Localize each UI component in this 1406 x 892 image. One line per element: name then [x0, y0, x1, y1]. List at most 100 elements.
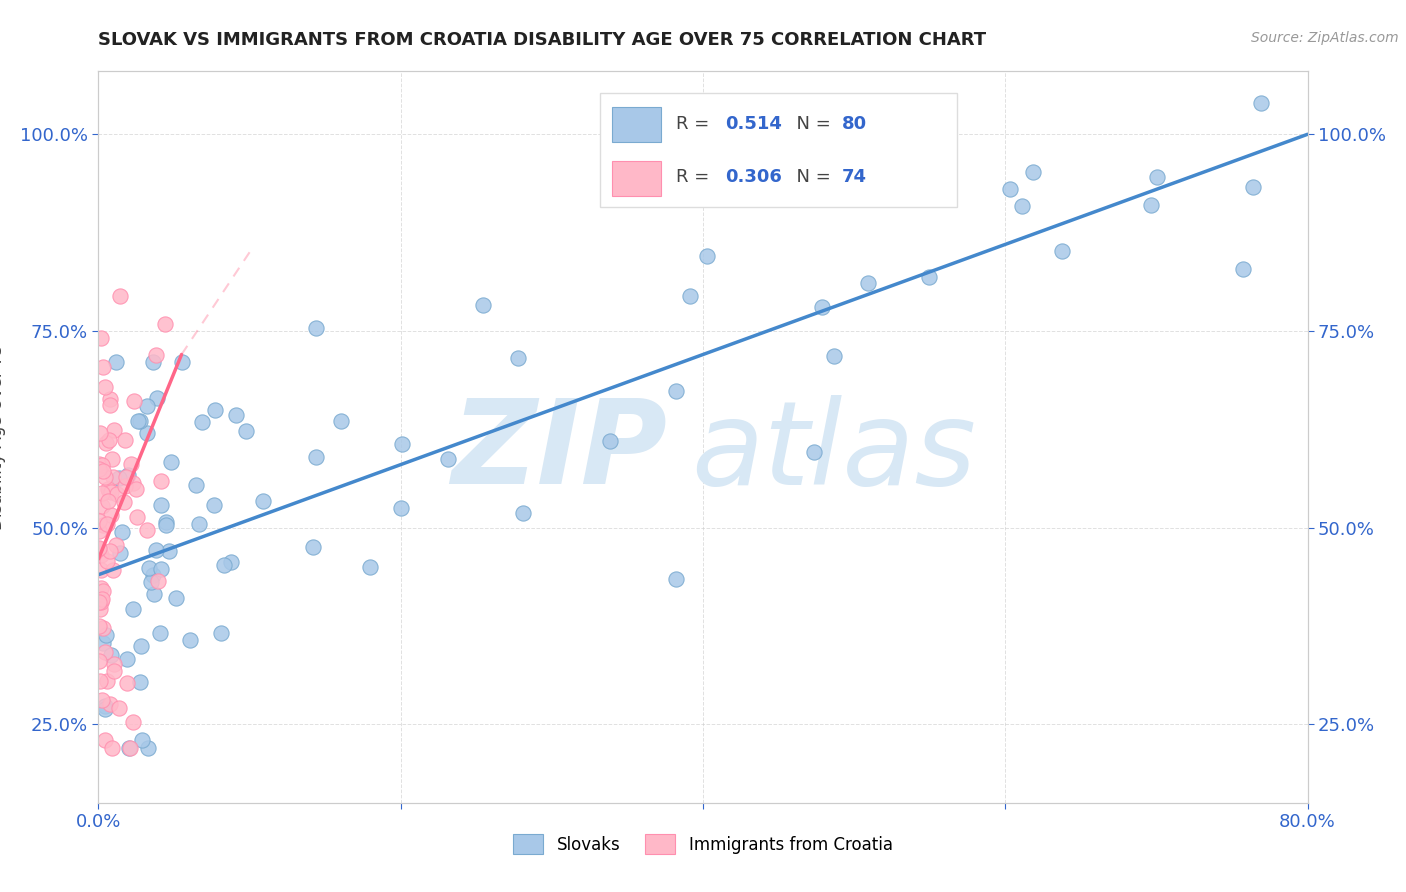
Point — [187, 516, 209, 531]
Point — [305, 450, 328, 464]
Point — [90, 581, 112, 595]
Text: SLOVAK VS IMMIGRANTS FROM CROATIA DISABILITY AGE OVER 75 CORRELATION CHART: SLOVAK VS IMMIGRANTS FROM CROATIA DISABI… — [98, 31, 987, 49]
Point — [108, 471, 131, 485]
Point — [679, 288, 702, 302]
Point — [146, 574, 169, 589]
Point — [136, 740, 159, 755]
Point — [115, 470, 138, 484]
Point — [146, 391, 169, 405]
Point — [165, 591, 187, 605]
Point — [136, 524, 159, 538]
Point — [100, 698, 122, 712]
Point — [472, 298, 495, 312]
Point — [97, 482, 120, 496]
Point — [105, 538, 128, 552]
Point — [219, 555, 242, 569]
Point — [89, 601, 111, 615]
Point — [1140, 197, 1163, 211]
Point — [94, 628, 117, 642]
Point — [1052, 244, 1074, 258]
Point — [330, 414, 353, 428]
Point — [209, 626, 232, 640]
Point — [506, 351, 529, 365]
Point — [155, 317, 177, 331]
Point — [437, 452, 460, 467]
Point — [391, 437, 413, 451]
Point — [114, 479, 136, 493]
Text: atlas: atlas — [690, 394, 976, 508]
Text: 74: 74 — [842, 169, 868, 186]
Point — [512, 506, 534, 520]
Point — [91, 621, 114, 635]
Point — [149, 474, 172, 488]
Point — [91, 500, 114, 514]
Point — [111, 525, 134, 540]
Point — [305, 321, 328, 335]
Point — [96, 674, 118, 689]
Point — [103, 423, 125, 437]
Point — [858, 277, 880, 291]
Point — [97, 483, 120, 498]
Point — [98, 543, 121, 558]
Point — [118, 740, 141, 755]
Point — [100, 648, 122, 662]
FancyBboxPatch shape — [613, 161, 661, 195]
Text: 80: 80 — [842, 115, 868, 133]
Point — [1232, 261, 1254, 276]
Y-axis label: Disability Age Over 75: Disability Age Over 75 — [0, 344, 6, 530]
Point — [90, 485, 112, 500]
Point — [122, 714, 145, 729]
Point — [121, 602, 143, 616]
Point — [150, 499, 173, 513]
Point — [121, 475, 143, 490]
Point — [252, 493, 274, 508]
Point — [918, 269, 941, 284]
Point — [108, 700, 131, 714]
Point — [202, 498, 225, 512]
Point — [90, 563, 112, 577]
Point — [89, 426, 111, 441]
Point — [389, 500, 412, 515]
Point — [1241, 179, 1264, 194]
Text: ZIP: ZIP — [451, 394, 666, 509]
Point — [100, 392, 122, 406]
Point — [665, 384, 688, 399]
Point — [157, 544, 180, 558]
Point — [89, 594, 111, 608]
Point — [131, 733, 153, 747]
FancyBboxPatch shape — [600, 94, 957, 207]
Point — [90, 595, 112, 609]
Point — [91, 464, 114, 478]
Point — [811, 300, 834, 314]
Point — [155, 515, 177, 529]
Point — [120, 457, 142, 471]
Point — [89, 462, 111, 476]
Point — [105, 487, 128, 501]
Point — [138, 560, 160, 574]
Point — [89, 619, 111, 633]
Point — [129, 639, 152, 653]
Point — [179, 633, 201, 648]
Point — [100, 452, 122, 467]
Point — [150, 562, 173, 576]
Point — [91, 693, 114, 707]
Point — [100, 508, 122, 522]
Point — [98, 433, 121, 447]
Point — [90, 591, 112, 606]
Point — [359, 559, 381, 574]
Point — [94, 435, 117, 450]
Text: 0.306: 0.306 — [724, 169, 782, 186]
Point — [89, 542, 111, 557]
Text: R =: R = — [676, 115, 716, 133]
Point — [93, 698, 115, 713]
Point — [696, 248, 718, 262]
Point — [114, 433, 136, 447]
Point — [117, 468, 139, 483]
Point — [103, 664, 125, 678]
Point — [105, 355, 128, 369]
Text: 0.514: 0.514 — [724, 115, 782, 133]
Point — [142, 567, 165, 582]
Point — [302, 540, 325, 554]
FancyBboxPatch shape — [613, 107, 661, 143]
Point — [184, 477, 207, 491]
